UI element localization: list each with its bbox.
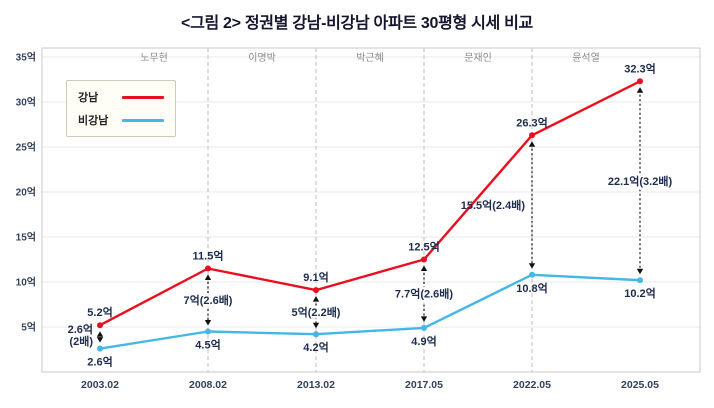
gap-label: 2.6억 xyxy=(68,323,93,336)
point-label-bigangnam: 4.5억 xyxy=(195,339,220,352)
gap-arrowhead-down-icon xyxy=(204,320,212,326)
legend-item-bigangnam: 비강남 xyxy=(78,112,164,128)
data-point xyxy=(529,271,535,278)
y-tick-label: 30억 xyxy=(16,97,36,109)
gap-arrowhead-down-icon xyxy=(420,316,428,322)
x-tick-label: 2025.05 xyxy=(621,379,659,391)
y-tick-label: 20억 xyxy=(16,187,36,199)
gap-arrowhead-down-icon xyxy=(528,263,536,269)
data-point xyxy=(421,256,427,263)
y-tick-label: 15억 xyxy=(16,232,36,244)
legend-label-bigangnam: 비강남 xyxy=(78,115,109,127)
x-tick-label: 2003.02 xyxy=(81,379,119,391)
gap-label: 7.7억(2.6배) xyxy=(395,287,453,301)
point-label-bigangnam: 4.2억 xyxy=(303,341,328,354)
president-label: 노무현 xyxy=(140,52,168,64)
data-point xyxy=(637,78,643,85)
series-line-gangnam xyxy=(98,80,642,327)
gap-label: 5억(2.2배) xyxy=(292,305,341,319)
gap-label: 7억(2.6배) xyxy=(184,293,233,307)
point-label-gangnam: 11.5억 xyxy=(193,250,224,263)
gap-arrowhead-up-icon xyxy=(528,141,536,147)
plot-border xyxy=(41,47,701,373)
gap-arrowhead-up-icon xyxy=(636,87,644,93)
series-line-bigangnam xyxy=(98,273,642,350)
legend-item-gangnam: 강남 xyxy=(78,89,164,105)
x-tick-label: 2017.05 xyxy=(405,379,443,391)
point-label-gangnam: 5.2억 xyxy=(87,306,112,319)
data-point xyxy=(97,345,103,352)
chart-title: <그림 2> 정권별 강남-비강남 아파트 30평형 시세 비교 xyxy=(181,15,533,32)
y-tick-label: 25억 xyxy=(16,142,36,154)
president-label: 박근혜 xyxy=(356,52,384,64)
president-label: 윤석열 xyxy=(572,52,600,64)
x-tick-label: 2013.02 xyxy=(297,379,335,391)
legend-line-gangnam-icon xyxy=(122,95,164,99)
point-label-bigangnam: 10.2억 xyxy=(624,287,656,300)
gap-label: (2배) xyxy=(69,334,93,348)
y-tick-label: 10억 xyxy=(16,277,36,289)
gap-arrowhead-up-icon xyxy=(312,296,320,302)
y-tick-label: 5억 xyxy=(21,322,36,334)
president-label: 이명박 xyxy=(248,52,276,64)
data-point xyxy=(205,328,211,335)
data-point xyxy=(421,324,427,331)
gap-arrowhead-up-icon xyxy=(420,265,428,271)
data-point xyxy=(529,132,535,139)
gap-label: 15.5억(2.4배) xyxy=(461,198,526,212)
legend-label-gangnam: 강남 xyxy=(78,92,99,104)
gap-arrowhead-down-icon xyxy=(636,268,644,275)
point-label-bigangnam: 4.9억 xyxy=(411,335,436,348)
gap-label: 22.1억(3.2배) xyxy=(608,174,673,188)
data-point xyxy=(205,265,211,272)
point-label-gangnam: 9.1억 xyxy=(303,271,328,284)
gap-arrowhead-down-icon xyxy=(312,322,320,329)
gap-arrowhead-up-icon xyxy=(204,274,212,280)
data-point xyxy=(97,322,103,329)
point-label-gangnam: 12.5억 xyxy=(408,241,440,254)
gap-arrowhead-down-icon xyxy=(96,337,104,343)
y-tick-label: 35억 xyxy=(16,52,36,64)
chart-legend: 강남 비강남 xyxy=(66,80,176,137)
president-label: 문재인 xyxy=(464,52,492,64)
point-label-bigangnam: 2.6억 xyxy=(87,356,112,369)
point-label-gangnam: 32.3억 xyxy=(624,62,656,75)
point-label-gangnam: 26.3억 xyxy=(516,116,548,129)
legend-line-bigangnam-icon xyxy=(122,118,164,122)
data-point xyxy=(313,287,319,294)
point-label-bigangnam: 10.8억 xyxy=(516,282,548,295)
data-point xyxy=(637,277,643,284)
x-tick-label: 2022.05 xyxy=(513,379,551,391)
gap-arrowhead-up-icon xyxy=(96,331,104,337)
data-point xyxy=(313,331,319,338)
x-tick-label: 2008.02 xyxy=(189,379,227,391)
